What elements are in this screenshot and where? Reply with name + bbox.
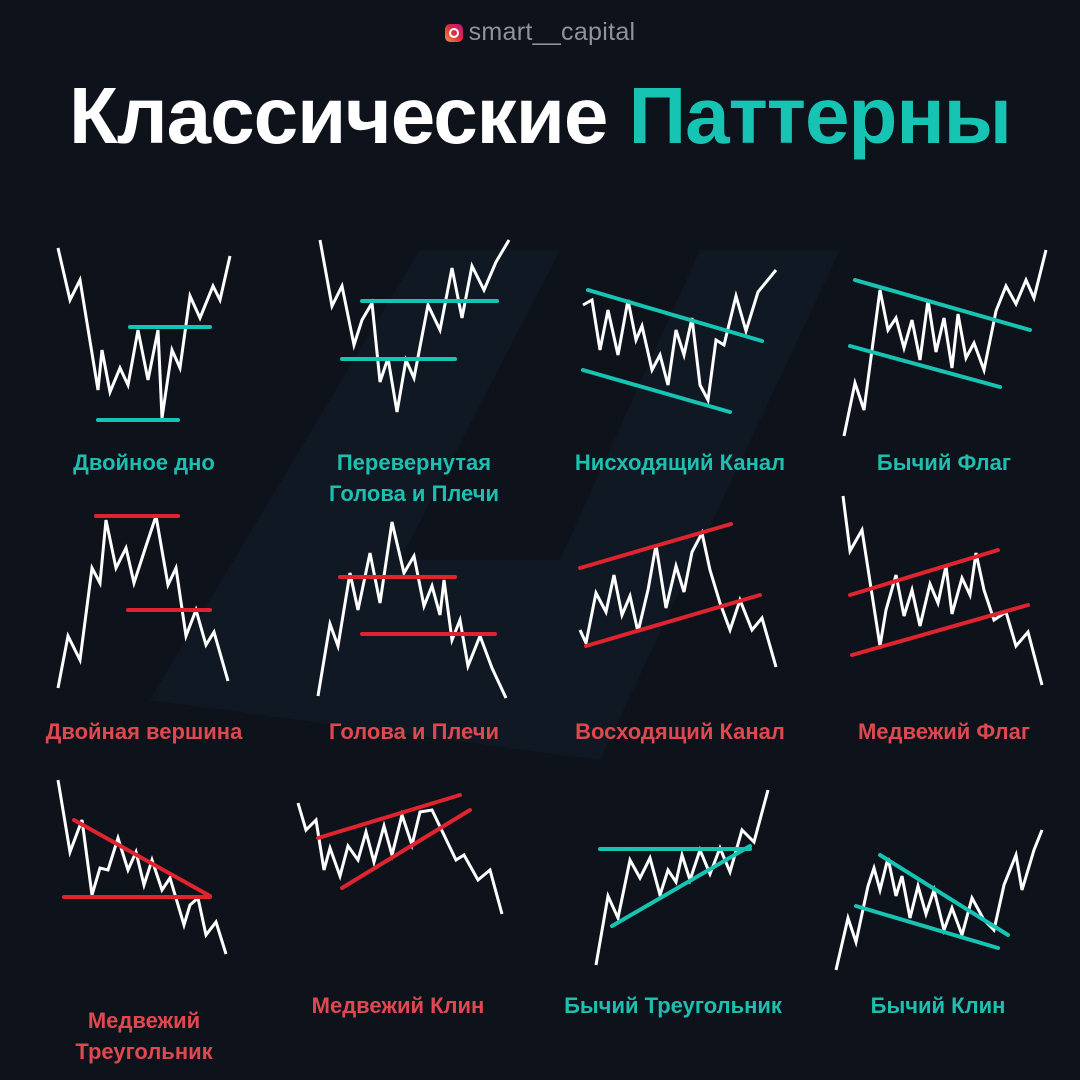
pattern-label: Медвежий Треугольник — [24, 1005, 264, 1067]
pattern-11 — [594, 789, 770, 966]
pattern-9 — [56, 779, 228, 955]
pattern-7 — [578, 522, 778, 668]
page-title: Классические Паттерны — [0, 70, 1080, 162]
account-handle[interactable]: smart__capital — [0, 18, 1080, 47]
instagram-icon — [444, 23, 463, 42]
pattern-3 — [581, 269, 778, 414]
pattern-label-line: Голова и Плечи — [328, 719, 500, 744]
trend-line — [584, 593, 762, 648]
support-resistance-line — [848, 344, 1002, 389]
pattern-label-line: Двойная вершина — [45, 719, 243, 744]
pattern-label: Двойное дно — [24, 447, 264, 478]
pattern-label: Медвежий Клин — [278, 990, 518, 1021]
pattern-4 — [842, 249, 1048, 437]
price-line — [56, 247, 232, 419]
trend-line — [848, 548, 1000, 597]
price-line — [316, 521, 508, 699]
price-line — [841, 495, 1044, 686]
pattern-label: Медвежий Флаг — [824, 716, 1064, 747]
trend-line — [72, 818, 212, 898]
price-line — [842, 249, 1048, 437]
pattern-label-line: Двойное дно — [73, 450, 215, 475]
price-line — [834, 829, 1044, 971]
pattern-label: Бычий Флаг — [824, 447, 1064, 478]
price-line — [56, 515, 230, 689]
pattern-label: Двойная вершина — [24, 716, 264, 747]
support-resistance-line — [581, 368, 732, 414]
pattern-1 — [56, 247, 232, 422]
pattern-2 — [318, 239, 511, 413]
pattern-label: Перевернутая Голова и Плечи — [294, 447, 534, 509]
pattern-12 — [834, 829, 1044, 971]
trend-line — [316, 793, 462, 840]
price-line — [594, 789, 770, 966]
pattern-label-line: Медвежий Клин — [311, 993, 485, 1018]
support-resistance-line — [878, 853, 1010, 937]
trend-line — [578, 522, 733, 570]
pattern-8 — [841, 495, 1044, 686]
title-accent: Паттерны — [628, 71, 1012, 160]
pattern-label-line: Бычий Флаг — [876, 450, 1012, 475]
pattern-label: Голова и Плечи — [294, 716, 534, 747]
pattern-label-line: Бычий Клин — [870, 993, 1006, 1018]
price-line — [578, 528, 778, 668]
price-line — [296, 802, 504, 915]
pattern-label-line: Медвежий Флаг — [857, 719, 1031, 744]
pattern-6 — [316, 521, 508, 699]
pattern-label-line: Голова и Плечи — [328, 481, 500, 506]
pattern-label-line: Бычий Треугольник — [564, 993, 782, 1018]
price-line — [56, 779, 228, 955]
support-resistance-line — [853, 278, 1032, 332]
pattern-label-line: Медвежий — [87, 1008, 201, 1033]
pattern-label-line: Нисходящий Канал — [574, 450, 786, 475]
support-resistance-line — [586, 288, 764, 343]
support-resistance-line — [610, 844, 752, 928]
pattern-label-line: Восходящий Канал — [575, 719, 785, 744]
pattern-label: Бычий Клин — [818, 990, 1058, 1021]
pattern-10 — [296, 793, 504, 915]
price-line — [582, 269, 778, 405]
title-main: Классические — [69, 71, 608, 160]
trend-line — [340, 808, 472, 890]
pattern-label: Бычий Треугольник — [553, 990, 793, 1021]
pattern-label-line: Треугольник — [75, 1039, 213, 1064]
support-resistance-line — [854, 904, 1000, 950]
pattern-label: Нисходящий Канал — [560, 447, 800, 478]
handle-text: smart__capital — [468, 18, 636, 46]
pattern-label: Восходящий Канал — [560, 716, 800, 747]
price-line — [318, 239, 511, 413]
pattern-label-line: Перевернутая — [336, 450, 492, 475]
pattern-5 — [56, 514, 230, 689]
trend-line — [850, 603, 1030, 657]
